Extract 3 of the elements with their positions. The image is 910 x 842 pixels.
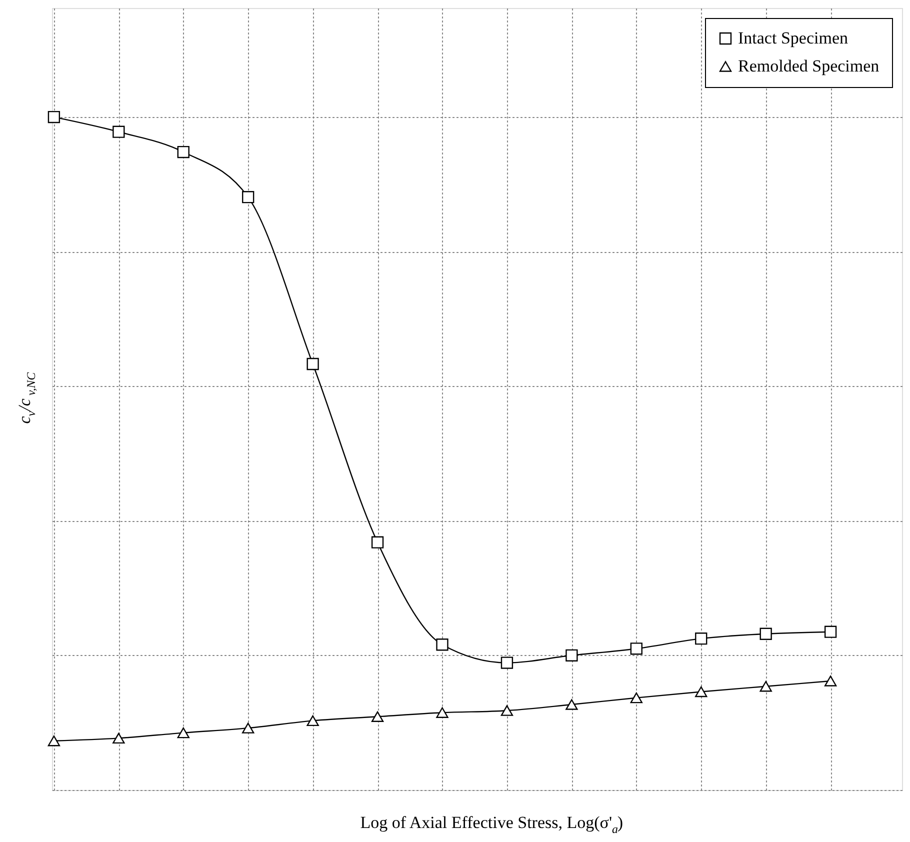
legend-label: Remolded Specimen xyxy=(738,56,880,76)
y-axis-title: cv/cv,NC xyxy=(15,371,38,424)
legend-label: Intact Specimen xyxy=(738,28,848,48)
